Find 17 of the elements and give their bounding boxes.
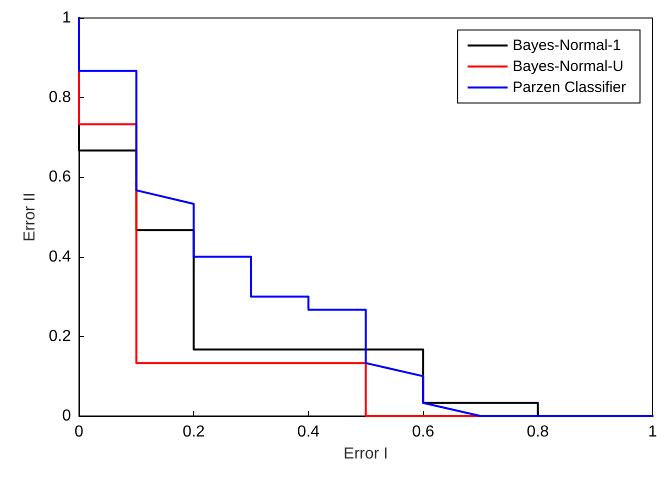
x-tick-label: 1: [648, 424, 658, 440]
legend-label: Bayes-Normal-1: [512, 37, 622, 54]
y-tick-label: 0.4: [48, 248, 72, 266]
y-tick-label: 1: [62, 10, 72, 26]
x-tick-label: 0: [74, 424, 84, 440]
legend-label: Parzen Classifier: [512, 79, 626, 96]
y-axis-title: Error II: [21, 192, 38, 242]
y-tick-label: 0.2: [48, 328, 72, 345]
legend-label: Bayes-Normal-U: [512, 58, 624, 75]
x-tick-label: 0.4: [297, 424, 320, 440]
x-tick-label: 0.6: [412, 424, 434, 440]
x-axis-title: Error I: [344, 446, 388, 462]
x-tick-label: 0.8: [526, 424, 550, 440]
y-tick-label: 0.6: [48, 168, 72, 186]
y-tick-label: 0: [62, 408, 72, 424]
x-tick-label: 0.2: [182, 424, 205, 440]
y-tick-label: 0.8: [48, 89, 72, 106]
